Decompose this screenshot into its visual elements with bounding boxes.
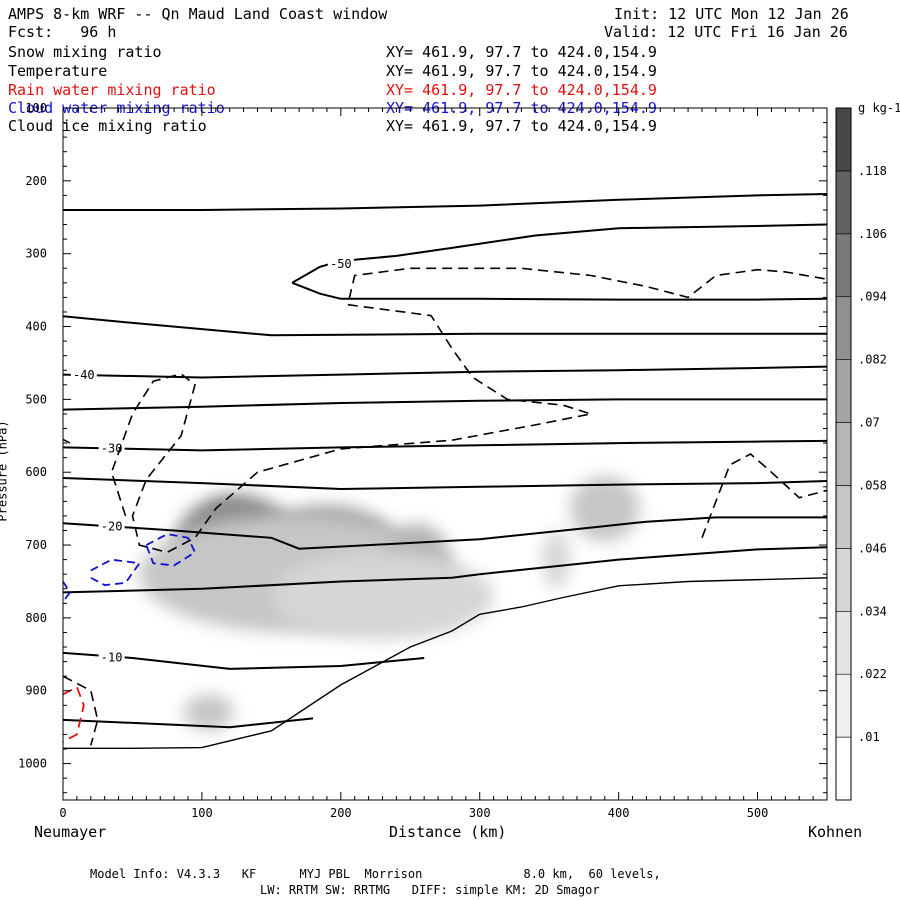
y-tick-label-4: 500 [25,392,47,406]
colorbar-segment-0 [835,736,852,801]
snow-blob-7 [542,530,571,589]
colorbar-segment-3 [835,548,852,612]
x-tick-label-1: 100 [191,806,213,820]
field-xy-rain: XY= 461.9, 97.7 to 424.0,154.9 [386,81,657,99]
field-xy-cloud-ice: XY= 461.9, 97.7 to 424.0,154.9 [386,117,657,135]
temperature-contour-4 [63,365,827,379]
temperature-contour-3 [63,315,827,337]
field-label-snow: Snow mixing ratio [8,43,162,61]
cloud-ice-contour-3 [63,438,71,444]
init-time: Init: 12 UTC Mon 12 Jan 26 [614,5,849,23]
temperature-label-6: -30 [101,441,123,455]
temperature-label-4: -40 [73,368,95,382]
temperature-label-bg-1 [327,255,354,271]
colorbar-unit: g kg-1 [858,101,900,115]
x-axis-label: Distance (km) [389,823,507,841]
temperature-label-8: -20 [101,519,123,533]
temperature-contour-7 [63,477,827,491]
snow-shading-layer [139,475,640,731]
x-tick-label-0: 0 [59,806,66,820]
temperature-label-bg-10 [98,649,125,665]
colorbar-frame [835,107,852,801]
colorbar-label-3: .046 [858,541,887,555]
snow-blob-5 [271,552,494,640]
y-tick-label-0: 100 [25,101,47,115]
axes: 100 200 300 400 500 600 700 800 900 1000 0 100 200 30… [18,101,828,820]
colorbar-label-5: .07 [858,416,880,430]
temperature-contour-5 [63,398,827,411]
colorbar-label-9: .118 [858,164,887,178]
x-tick-label-4: 400 [608,806,630,820]
temperature-contour-1 [291,223,827,284]
temperature-contour-0 [63,193,827,211]
rain-contour-0 [63,685,85,743]
y-tick-label-6: 700 [25,538,47,552]
y-tick-label-5: 600 [25,465,47,479]
y-axis-label: Pressure (hPa) [0,420,10,522]
colorbar-segment-5 [835,422,852,486]
x-tick-label-2: 200 [330,806,352,820]
forecast-hour: Fcst: 96 h [8,23,117,41]
temperature-label-1: -50 [330,257,352,271]
colorbar-segment-8 [835,233,852,298]
x-tick-label-5: 500 [747,806,769,820]
cloud-ice-contour-0 [63,675,99,746]
field-xy-snow: XY= 461.9, 97.7 to 424.0,154.9 [386,43,657,61]
cloud-ice-contour-1 [110,267,827,554]
field-label-rain: Rain water mixing ratio [8,81,216,99]
x-tick-label-3: 300 [469,806,491,820]
colorbar-segment-6 [835,359,852,423]
colorbar: .01 .022 .034 .046 .058 .07 .082 .094 .106 .118 g … [835,101,900,801]
cloud-water-contour-0 [90,558,141,587]
plot-frame [62,107,828,801]
field-label-temperature: Temperature [8,62,108,80]
colorbar-segment-9 [835,170,852,235]
contour-layer: -50 -40 -30 -20 -10 [63,193,827,749]
model-info-line1: Model Info: V4.3.3 KF MYJ PBL Morrison 8… [90,867,661,881]
colorbar-segment-1 [835,673,852,738]
x-right-endpoint-label: Kohnen [808,823,863,841]
colorbar-label-7: .094 [858,290,887,304]
colorbar-label-2: .034 [858,604,887,618]
terrain-profile [63,577,827,749]
temperature-label-bg-4 [70,367,97,383]
temperature-contour-6 [63,439,827,452]
temperature-contour-8 [63,516,827,550]
cloud-water-contour-2 [63,581,71,603]
colorbar-segment-7 [835,296,852,360]
colorbar-label-1: .022 [858,667,887,681]
temperature-contour-11 [63,717,314,729]
temperature-label-bg-8 [98,518,125,534]
temperature-contour-2 [291,281,827,301]
colorbar-segment-4 [835,485,852,549]
snow-blob-8 [183,694,234,731]
cloud-ice-contour-2 [701,453,827,539]
colorbar-segment-10 [835,107,852,172]
y-tick-label-3: 400 [25,320,47,334]
temperature-contour-9 [63,546,827,594]
valid-time: Valid: 12 UTC Fri 16 Jan 26 [604,23,848,41]
colorbar-segment-2 [835,610,852,675]
field-label-cloud-ice: Cloud ice mixing ratio [8,117,207,135]
field-xy-temperature: XY= 461.9, 97.7 to 424.0,154.9 [386,62,657,80]
cloud-water-contour-1 [145,533,197,567]
y-tick-label-7: 800 [25,611,47,625]
y-tick-label-9: 1000 [18,757,47,771]
colorbar-label-6: .082 [858,353,887,367]
y-tick-label-2: 300 [25,247,47,261]
y-tick-label-1: 200 [25,174,47,188]
colorbar-label-8: .106 [858,227,887,241]
y-tick-label-8: 900 [25,684,47,698]
colorbar-label-4: .058 [858,478,887,492]
x-left-endpoint-label: Neumayer [34,823,107,841]
colorbar-label-0: .01 [858,730,880,744]
temperature-label-10: -10 [101,651,123,665]
chart-title: AMPS 8-km WRF -- Qn Maud Land Coast wind… [8,5,388,23]
model-info-line2: LW: RRTM SW: RRTMG DIFF: simple KM: 2D S… [260,883,600,897]
